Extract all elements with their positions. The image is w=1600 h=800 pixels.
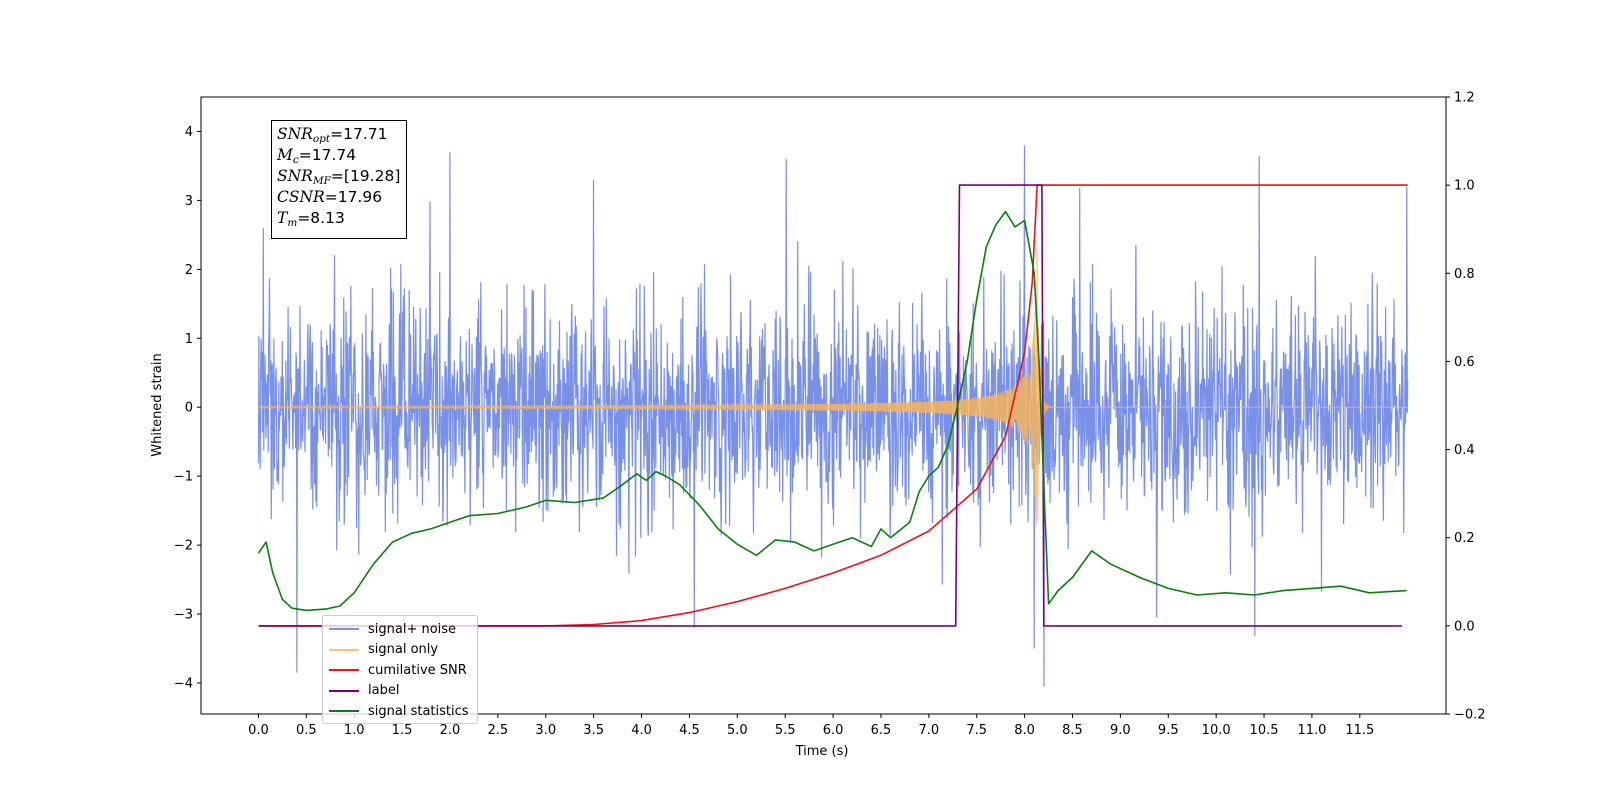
legend-swatch xyxy=(329,628,359,631)
x-tick-label: 7.5 xyxy=(966,723,987,738)
legend-label: signal+ noise xyxy=(368,621,457,637)
plot-layer xyxy=(257,145,1409,687)
legend-swatch xyxy=(329,648,359,651)
legend-item: label xyxy=(323,681,477,702)
x-tick-label: 11.5 xyxy=(1345,723,1374,738)
legend-item: signal only xyxy=(323,640,477,661)
legend-swatch xyxy=(329,689,359,692)
legend-swatch xyxy=(329,710,359,713)
y2-tick-label: 0.6 xyxy=(1454,355,1475,370)
x-tick-label: 2.0 xyxy=(440,723,461,738)
legend-item: signal statistics xyxy=(323,701,477,722)
x-tick-label: 8.5 xyxy=(1062,723,1083,738)
annotation-symbol: M xyxy=(277,146,293,164)
y2-tick-label: −0.2 xyxy=(1454,708,1486,723)
x-tick-label: 10.0 xyxy=(1202,723,1231,738)
x-tick-label: 9.5 xyxy=(1158,723,1179,738)
annotation-value: =17.71 xyxy=(330,125,388,143)
annotation-value: =[19.28] xyxy=(330,167,401,185)
x-tick-label: 9.0 xyxy=(1110,723,1131,738)
annotation-line: CSNR=17.96 xyxy=(277,187,406,208)
annotation-line: SNRopt=17.71 xyxy=(277,124,406,145)
y2-tick-label: 1.0 xyxy=(1454,179,1475,194)
annotation-symbol: SNR xyxy=(277,125,313,143)
legend-item: cumilative SNR xyxy=(323,660,477,681)
x-tick-label: 8.0 xyxy=(1014,723,1035,738)
y2-tick-label: 0.2 xyxy=(1454,531,1475,546)
x-tick-label: 3.5 xyxy=(583,723,604,738)
annotation-subscript: MF xyxy=(312,175,331,187)
y-tick-label: 0 xyxy=(185,401,193,416)
x-tick-label: 0.5 xyxy=(296,723,317,738)
annotation-subscript: m xyxy=(287,217,298,229)
series-label xyxy=(258,184,1402,627)
y2-tick-label: 0.4 xyxy=(1454,443,1475,458)
y-axis-label: Whitened strain xyxy=(150,353,165,456)
stats-annotation-box: SNRopt=17.71 Mc=17.74 SNRMF=[19.28] CSNR=17… xyxy=(271,120,407,239)
annotation-value: =8.13 xyxy=(297,209,345,227)
annotation-symbol: T xyxy=(277,209,288,227)
annotation-line: Mc=17.74 xyxy=(277,145,406,166)
x-tick-label: 5.5 xyxy=(775,723,796,738)
y-tick-label: −1 xyxy=(174,470,193,485)
legend-label: label xyxy=(368,683,400,699)
annotation-symbol: CSNR xyxy=(277,188,325,206)
x-tick-label: 4.5 xyxy=(679,723,700,738)
annotation-line: SNRMF=[19.28] xyxy=(277,166,406,187)
legend: signal+ noise signal only cumilative SNR la… xyxy=(322,615,478,724)
y-tick-label: 4 xyxy=(185,125,193,140)
annotation-value: =17.96 xyxy=(324,188,383,206)
series-signal-noise xyxy=(257,145,1409,687)
x-tick-label: 1.0 xyxy=(344,723,365,738)
x-tick-label: 6.5 xyxy=(871,723,892,738)
series-cumulative-snr xyxy=(258,184,1408,627)
annotation-subscript: opt xyxy=(312,133,331,145)
x-ticks: 0.0 0.5 1.0 1.5 2.0 2.5 3.0 3.5 4.0 4.5 5.0 5.5 6.0 6… xyxy=(248,714,1374,738)
y-tick-label: 3 xyxy=(185,194,193,209)
x-tick-label: 2.5 xyxy=(488,723,509,738)
series-signal-only xyxy=(258,248,1408,525)
x-tick-label: 6.0 xyxy=(823,723,844,738)
y-tick-label: −3 xyxy=(174,608,193,623)
legend-swatch xyxy=(329,669,359,672)
x-tick-label: 4.0 xyxy=(631,723,652,738)
legend-label: signal only xyxy=(368,642,439,658)
annotation-symbol: SNR xyxy=(277,167,313,185)
annotation-value: =17.74 xyxy=(298,146,357,164)
annotation-subscript: c xyxy=(292,154,299,166)
legend-label: signal statistics xyxy=(368,703,469,719)
annotation-line: Tm=8.13 xyxy=(277,208,406,229)
y-tick-label: −4 xyxy=(174,676,193,691)
x-tick-label: 0.0 xyxy=(248,723,269,738)
x-tick-label: 10.5 xyxy=(1250,723,1279,738)
x-tick-label: 11.0 xyxy=(1297,723,1326,738)
y2-tick-label: 1.2 xyxy=(1454,91,1475,106)
y2-tick-label: 0.0 xyxy=(1454,619,1475,634)
y2-tick-label: 0.8 xyxy=(1454,267,1475,282)
legend-item: signal+ noise xyxy=(323,619,477,640)
x-tick-label: 7.0 xyxy=(919,723,940,738)
series-group xyxy=(257,145,1409,687)
y-tick-label: 2 xyxy=(185,263,193,278)
x-axis-label: Time (s) xyxy=(795,744,849,759)
x-tick-label: 3.0 xyxy=(535,723,556,738)
plot-frame xyxy=(200,96,1447,715)
y-ticks: 4 3 2 1 0 −1 −2 −3 −4 xyxy=(174,125,201,691)
y-tick-label: 1 xyxy=(185,332,193,347)
legend-label: cumilative SNR xyxy=(368,662,467,678)
series-signal-statistics xyxy=(257,210,1407,612)
y-tick-label: −2 xyxy=(174,539,193,554)
y2-ticks: 1.2 1.0 0.8 0.6 0.4 0.2 0.0 −0.2 xyxy=(1446,91,1486,723)
x-tick-label: 5.0 xyxy=(727,723,748,738)
x-tick-label: 1.5 xyxy=(392,723,413,738)
